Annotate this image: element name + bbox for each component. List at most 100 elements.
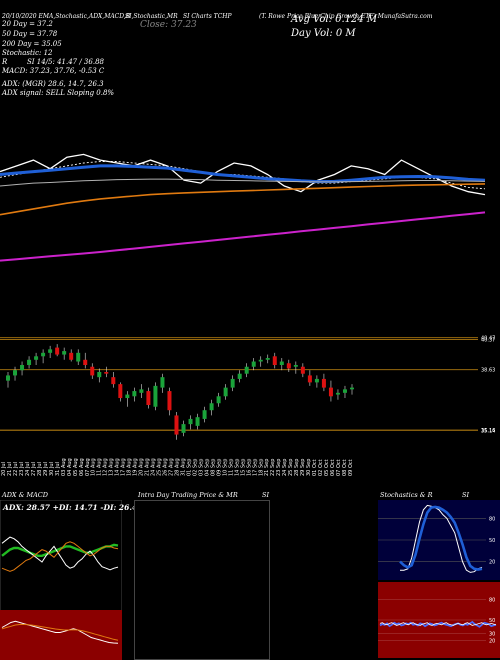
date-tick-label: 02 Sep	[192, 459, 198, 476]
candle-body	[272, 356, 277, 365]
candle-body	[111, 377, 116, 385]
date-tick-label: 22 Jul	[13, 462, 19, 476]
intraday-panel-title: Intra Day Trading Price & MR	[138, 491, 238, 499]
ema200-label: 200 Day = 35.05	[2, 40, 62, 48]
candle-body	[125, 394, 130, 399]
adx-line-adx	[1, 543, 119, 557]
date-tick-label: 16 Sep	[246, 459, 252, 476]
stoch-panel-title: Stochastics & R	[380, 491, 433, 499]
candle-body	[160, 377, 165, 388]
candle-body	[69, 352, 74, 360]
macd-line-signal	[1, 624, 119, 641]
candle-body	[258, 359, 263, 362]
candle-body	[55, 347, 60, 355]
candle-body	[153, 385, 158, 407]
close-price-overlay: Close: 37.23	[140, 20, 197, 30]
candle-body	[328, 387, 333, 397]
ema50-label: 50 Day = 37.78	[2, 30, 58, 38]
mrsi-line-rsi	[379, 622, 497, 626]
stochastics-panel: 80 50 20	[378, 500, 500, 580]
intraday-panel-title2: SI	[262, 491, 270, 499]
candle-body	[350, 387, 354, 390]
candle-body	[174, 415, 179, 435]
date-tick-label: 28 Aug	[175, 458, 181, 476]
si-label: SI 14/5: 41.47 / 36.88	[27, 58, 104, 66]
date-tick-label: 05 Aug	[73, 458, 79, 476]
macd-label: MACD: 37.23, 37.76, -0.53 C	[2, 67, 105, 75]
candle-body	[6, 375, 10, 381]
mrsi-tick: 20	[489, 638, 495, 644]
candle-body	[202, 410, 207, 419]
candle-body	[216, 396, 221, 404]
date-tick-label: 07 Oct	[336, 459, 342, 476]
stoch-panel-title2: SI	[462, 491, 470, 499]
adx-di-values: ADX: 28.57 +DI: 14.71 -DI: 26.47	[3, 503, 143, 512]
intraday-panel	[134, 500, 270, 660]
candle-body	[300, 366, 305, 374]
date-tick-label: 18 Sep	[258, 459, 264, 476]
mrsi-tick: 80	[489, 598, 495, 604]
macd-bg	[0, 610, 122, 660]
candle-body	[97, 371, 102, 378]
date-tick-label: 23 Jul	[19, 462, 25, 476]
date-tick-label: 10 Sep	[222, 459, 228, 476]
date-tick-label: 14 Sep	[234, 459, 240, 476]
date-tick-label: 20 Jul	[1, 462, 7, 476]
ema-line-100-day	[0, 178, 486, 187]
stoch-tick: 50	[489, 538, 495, 544]
date-tick-label: 18 Aug	[127, 458, 133, 476]
day-vol-label: Day Vol: 0 M	[291, 28, 356, 39]
ema-line-50-day	[0, 164, 486, 184]
candle-body	[41, 352, 46, 357]
level-label: 40.37	[481, 337, 495, 343]
candle-body	[118, 384, 123, 399]
header-title-mid: SI,Stochastic,MR	[125, 13, 178, 20]
candle-body	[167, 391, 172, 411]
candle-body	[265, 358, 270, 360]
level-label: 38.63	[481, 368, 495, 374]
candle-body	[209, 403, 214, 411]
date-tick-label: 01 Oct	[312, 459, 318, 476]
date-axis: 20 Jul 21 Jul 22 Jul 23 Jul 24 Jul 27 Jul 28 J…	[1, 458, 354, 476]
header-title-mid2: SI Charts TCHP	[183, 13, 232, 20]
date-tick-label: 20 Aug	[139, 458, 145, 476]
candle-body	[146, 391, 151, 405]
candle-body	[244, 366, 249, 374]
date-tick-label: 28 Jul	[37, 462, 43, 476]
stoch-tick: 80	[489, 516, 495, 522]
macd-line-macd	[1, 620, 119, 644]
date-tick-label: 22 Sep	[270, 459, 276, 476]
candle-body	[83, 359, 88, 365]
stoch-line-d	[399, 505, 483, 571]
date-tick-label: 24 Jul	[25, 462, 31, 476]
ema-line-200-day	[0, 211, 486, 262]
date-tick-label: 30 Jul	[49, 462, 55, 476]
date-tick-label: 11 Sep	[228, 459, 234, 476]
date-tick-label: 03 Sep	[198, 459, 204, 476]
level-label: 35.14	[481, 428, 495, 434]
date-tick-label: 29 Jul	[43, 462, 49, 476]
date-tick-label: 27 Jul	[31, 462, 37, 476]
ema-line-close	[0, 153, 486, 196]
adx-panel-title: ADX & MACD	[2, 491, 48, 499]
date-tick-label: 24 Sep	[282, 459, 288, 476]
header-title-right: (T. Rowe Price Blue Chip Growth ETF) Mun…	[259, 13, 433, 20]
candle-body	[237, 373, 242, 379]
date-tick-label: 11 Aug	[97, 458, 103, 476]
candle-body	[195, 417, 200, 426]
date-tick-label: 04 Sep	[204, 459, 210, 476]
adx-label: ADX: (MGR) 28.6, 14.7, 26.3	[2, 80, 104, 88]
avg-vol-label: Avg Vol: 0.124 M	[291, 14, 378, 25]
date-tick-label: 06 Oct	[330, 459, 336, 476]
candle-body	[90, 366, 95, 376]
stochastic-label: Stochastic: 12	[2, 49, 53, 57]
date-tick-label: 27 Aug	[169, 458, 175, 476]
level-label: 40.47	[481, 336, 495, 342]
ema-line-orange	[0, 183, 486, 216]
date-tick-label: 14 Aug	[115, 458, 121, 476]
candle-body	[230, 378, 235, 388]
candle-body	[27, 359, 32, 365]
candle-body	[104, 371, 109, 374]
